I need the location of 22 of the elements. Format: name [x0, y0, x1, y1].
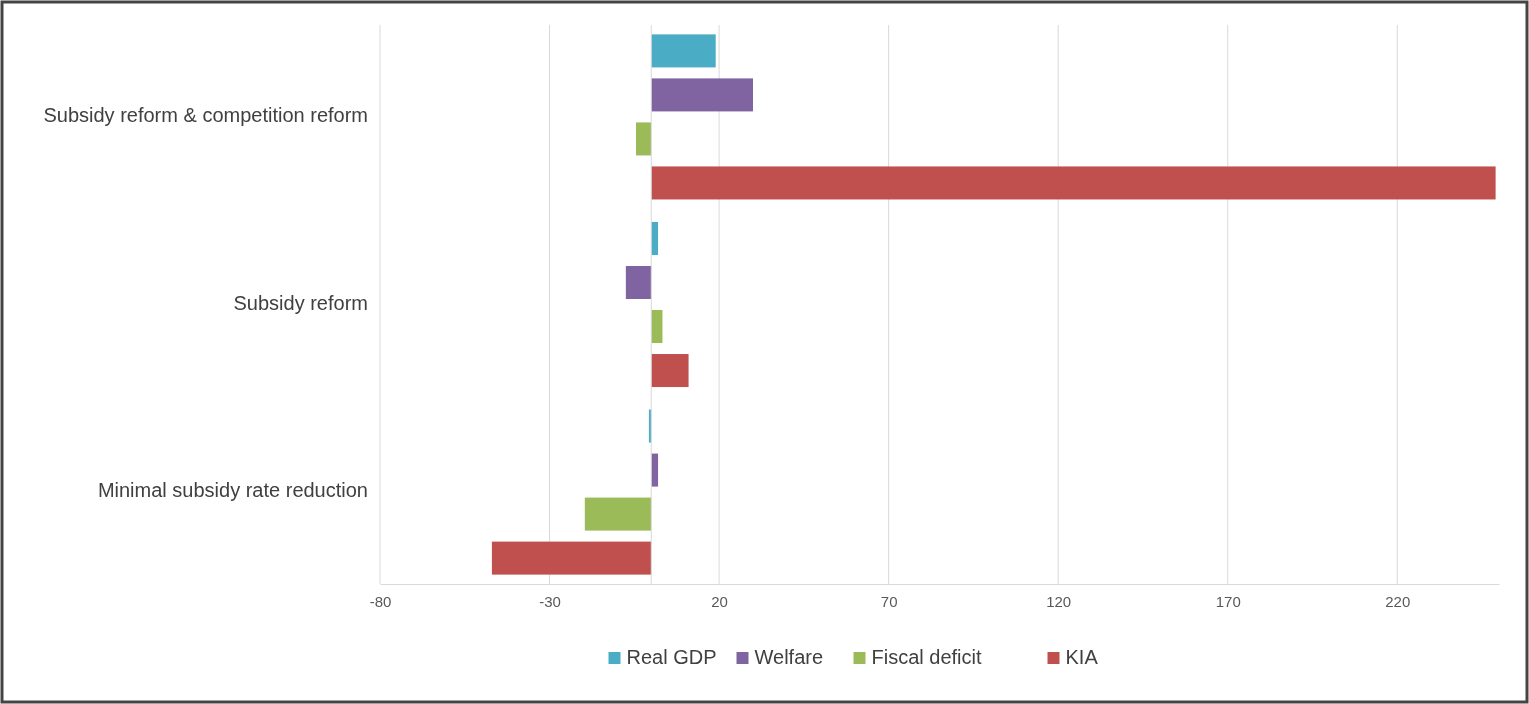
x-tick-label: -30	[539, 592, 561, 610]
y-tick-label: Minimal subsidy rate reduction	[97, 479, 368, 502]
x-tick-label: 70	[880, 592, 898, 610]
bar	[651, 78, 753, 112]
legend-label: Real GDP	[626, 646, 717, 669]
bar	[651, 354, 689, 388]
x-tick-label: -80	[369, 592, 392, 610]
x-tick-label: 120	[1046, 592, 1072, 610]
bar	[651, 166, 1496, 200]
bar	[636, 122, 652, 156]
bar	[491, 541, 652, 575]
x-tick-label: 20	[711, 592, 728, 610]
y-tick-label: Subsidy reform & competition reform	[43, 104, 368, 127]
x-tick-label: 170	[1215, 592, 1241, 610]
bar	[584, 497, 652, 531]
bar	[625, 265, 652, 299]
y-tick-label: Subsidy reform	[233, 291, 368, 314]
legend-label: Welfare	[754, 646, 824, 669]
bar	[651, 34, 716, 68]
x-tick-label: 220	[1385, 592, 1411, 610]
legend-label: Fiscal deficit	[871, 646, 982, 669]
legend-label: KIA	[1065, 646, 1099, 669]
